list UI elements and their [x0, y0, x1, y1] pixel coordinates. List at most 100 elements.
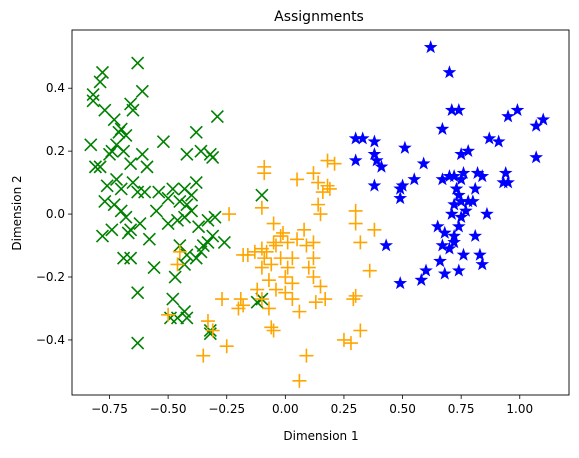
data-point-star: [423, 40, 438, 54]
data-point-star: [501, 175, 515, 189]
data-point-x: [170, 311, 185, 325]
data-point-x: [131, 286, 145, 300]
data-point-x: [194, 245, 208, 259]
data-point-star: [454, 172, 469, 186]
data-point-star: [442, 65, 457, 79]
data-point-star: [451, 103, 466, 117]
data-point-star: [451, 219, 466, 233]
data-point-star: [367, 178, 382, 192]
data-point-x: [170, 213, 185, 227]
data-point-star: [437, 225, 452, 239]
data-point-star: [447, 169, 461, 183]
data-point-plus: [231, 301, 246, 316]
x-tick-label: −0.25: [208, 402, 245, 416]
data-point-x: [131, 336, 145, 350]
data-point-plus: [240, 247, 255, 262]
data-point-x: [189, 125, 203, 139]
data-point-star: [475, 169, 490, 183]
x-tick-label: −0.50: [150, 402, 187, 416]
data-point-star: [473, 247, 487, 261]
data-point-plus: [278, 270, 293, 285]
data-point-x: [93, 160, 107, 174]
data-point-star: [393, 191, 408, 205]
data-point-x: [135, 84, 149, 98]
data-point-star: [407, 172, 422, 186]
data-point-plus: [306, 251, 321, 266]
data-point-plus: [290, 172, 305, 187]
data-point-x: [95, 229, 110, 243]
data-point-star: [414, 272, 429, 286]
data-point-plus: [254, 200, 269, 215]
data-point-star: [435, 238, 450, 252]
data-point-plus: [259, 244, 274, 259]
x-tick-label: −0.75: [91, 402, 128, 416]
data-point-plus: [273, 229, 288, 244]
data-point-plus: [343, 336, 358, 351]
data-point-plus: [320, 153, 335, 168]
data-point-plus: [348, 216, 363, 231]
data-point-x: [166, 292, 180, 306]
data-point-x: [201, 213, 215, 227]
data-point-x: [135, 147, 149, 161]
data-point-star: [433, 254, 447, 268]
data-point-star: [393, 181, 408, 195]
data-point-plus: [278, 285, 293, 300]
data-point-x: [147, 260, 161, 275]
data-point-x: [184, 188, 199, 202]
data-point-x: [208, 210, 222, 224]
data-point-star: [430, 219, 445, 233]
data-point-plus: [254, 260, 269, 275]
data-point-plus: [306, 235, 321, 250]
data-point-star: [398, 140, 412, 154]
data-point-star: [447, 235, 461, 249]
data-point-plus: [297, 222, 312, 237]
data-point-x: [109, 172, 124, 187]
data-point-star: [416, 156, 431, 170]
data-point-plus: [290, 232, 305, 247]
data-point-plus: [261, 273, 276, 288]
data-point-star: [529, 150, 544, 164]
data-point-plus: [268, 282, 283, 297]
data-point-star: [393, 276, 408, 290]
data-point-plus: [215, 292, 230, 307]
data-point-plus: [285, 292, 300, 307]
data-point-x: [105, 223, 119, 237]
data-point-star: [482, 131, 497, 145]
chart-title: Assignments: [274, 9, 364, 25]
data-point-x: [203, 327, 217, 341]
data-point-star: [348, 153, 363, 167]
data-point-plus: [161, 307, 176, 322]
data-point-star: [454, 210, 469, 224]
data-point-star: [456, 165, 471, 179]
data-point-star: [444, 103, 459, 117]
data-point-x: [156, 135, 170, 149]
data-point-plus: [170, 257, 185, 272]
data-point-star: [456, 247, 471, 261]
data-point-plus: [196, 348, 211, 363]
data-point-x: [255, 188, 269, 202]
data-point-plus: [261, 301, 276, 316]
data-point-star: [501, 109, 515, 123]
data-point-star: [437, 266, 452, 280]
data-point-star: [435, 121, 450, 135]
data-point-star: [536, 112, 551, 126]
data-point-plus: [254, 292, 269, 307]
data-point-x: [102, 147, 117, 161]
data-point-star: [367, 147, 382, 161]
data-point-x: [180, 198, 194, 212]
data-point-x: [149, 204, 163, 218]
data-point-x: [107, 113, 121, 127]
data-point-x: [201, 235, 215, 249]
y-axis-label: Dimension 2: [10, 175, 24, 250]
data-point-x: [142, 232, 156, 246]
data-point-star: [449, 181, 464, 195]
data-point-plus: [250, 282, 265, 297]
data-point-x: [152, 185, 166, 199]
data-point-plus: [299, 238, 314, 253]
data-point-x: [138, 185, 152, 199]
data-point-plus: [348, 203, 363, 218]
data-point-plus: [266, 323, 281, 338]
data-point-star: [379, 238, 393, 252]
